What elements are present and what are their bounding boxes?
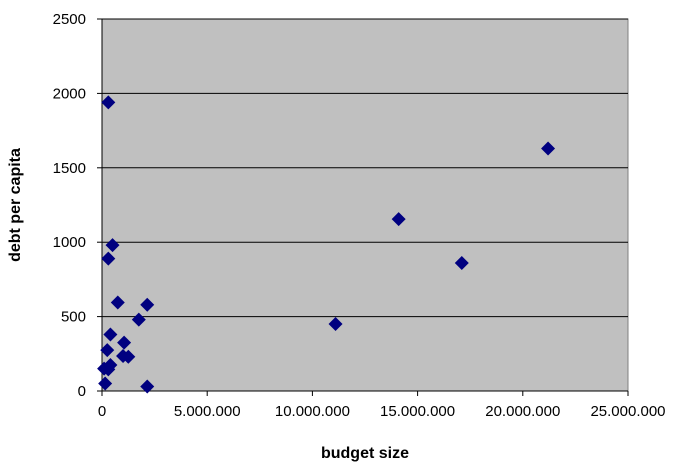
data-point [98, 376, 113, 391]
y-tick-label: 1500 [53, 160, 86, 177]
y-tick-label: 1000 [53, 234, 86, 251]
data-point [105, 238, 120, 253]
axes [97, 18, 629, 396]
data-point [131, 312, 146, 327]
y-tick-label: 500 [61, 309, 86, 326]
data-point [101, 251, 116, 266]
y-tick-labels: 0 500 1000 1500 2000 2500 [53, 11, 86, 400]
data-point [110, 295, 125, 310]
plot-area [101, 18, 629, 392]
data-point [140, 297, 155, 312]
x-tick-label: 5.000.000 [174, 403, 241, 420]
x-tick-label: 10.000.000 [275, 403, 350, 420]
gridlines [102, 18, 628, 318]
y-tick-label: 2000 [53, 85, 86, 102]
data-point [100, 343, 115, 358]
data-point [103, 327, 118, 342]
data-point [328, 317, 343, 332]
data-point [117, 335, 132, 350]
data-point [541, 141, 556, 156]
x-tick-label: 15.000.000 [380, 403, 455, 420]
data-point [101, 362, 116, 377]
x-axis-title: budget size [321, 445, 409, 462]
x-tick-label: 25.000.000 [590, 403, 665, 420]
data-point [454, 256, 469, 271]
data-point [121, 349, 136, 364]
data-point [140, 379, 155, 394]
data-points [97, 95, 556, 394]
x-tick-labels: 0 5.000.000 10.000.000 15.000.000 20.000.000… [98, 403, 666, 420]
data-point [101, 95, 116, 110]
y-axis-title: debt per capita [7, 148, 24, 262]
x-tick-label: 0 [98, 403, 106, 420]
data-point [391, 212, 406, 227]
y-tick-label: 2500 [53, 11, 86, 28]
y-tick-label: 0 [78, 383, 86, 400]
x-tick-label: 20.000.000 [485, 403, 560, 420]
